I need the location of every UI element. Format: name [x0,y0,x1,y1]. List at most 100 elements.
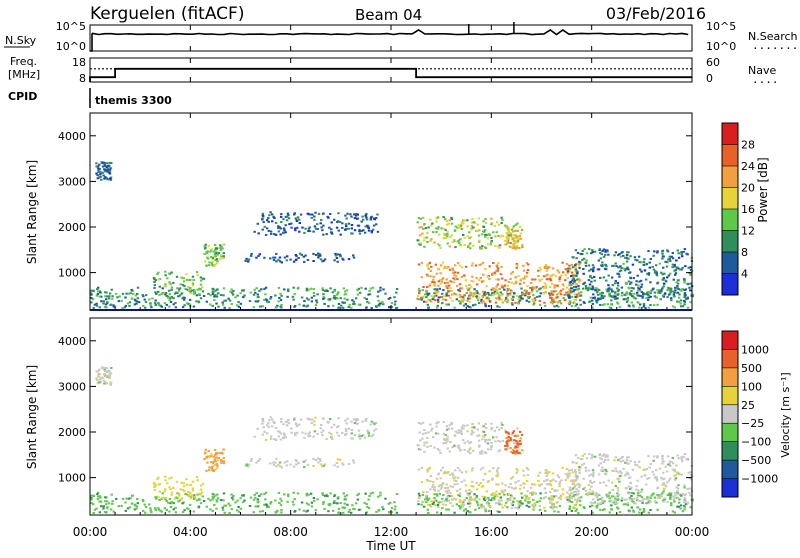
power-cell [629,255,632,258]
power-cell [638,306,641,309]
velocity-cell [538,485,542,487]
velocity-cell [516,507,520,510]
power-cell [95,172,98,175]
power-cell [297,257,300,259]
power-cell [287,217,291,220]
velocity-cell [293,418,296,421]
velocity-cell [635,488,638,491]
power-cell [681,305,685,308]
velocity-cell [426,508,429,511]
power-cell [104,303,108,306]
power-cell [432,231,435,234]
velocity-cell [614,497,617,500]
velocity-cell [683,500,686,503]
power-cell [606,303,609,306]
power-cell [538,266,542,269]
power-cell [507,237,510,240]
velocity-cell [365,503,368,506]
velocity-cell [103,382,106,385]
power-cell [493,290,497,293]
velocity-cell [591,504,594,507]
power-cell [185,273,188,276]
power-cell [203,253,206,255]
velocity-cell [437,506,440,508]
power-cell [317,212,321,215]
velocity-cell [389,501,392,504]
velocity-cell [655,501,658,504]
power-cell [161,287,164,290]
velocity-cell [106,375,109,378]
velocity-cell [458,495,462,498]
power-cell [525,262,529,265]
velocity-cell [379,491,382,494]
velocity-cell [280,420,283,423]
velocity-cell [435,493,438,496]
power-cell [521,294,524,297]
velocity-cell [108,370,111,373]
time-axis-label: Time UT [365,539,416,553]
power-cell [567,267,570,270]
power-cell [333,290,336,293]
velocity-cell [480,503,483,506]
velocity-cell [417,492,421,495]
power-cell [108,177,112,180]
velocity-cell [511,448,515,451]
power-cell [460,275,463,278]
power-cell [277,225,280,228]
power-cell [689,289,692,292]
power-cell [554,275,558,278]
power-cell [170,296,173,299]
power-cell [153,284,156,287]
velocity-cell [435,422,438,425]
velocity-cell [640,491,643,493]
power-cell [323,258,327,261]
power-cell [639,268,642,271]
power-cell [656,281,660,284]
velocity-cell [588,453,591,456]
power-cell [580,291,583,294]
velocity-cell [456,467,460,470]
power-cell [471,304,475,307]
power-cell [606,290,609,293]
velocity-cell [211,495,215,498]
velocity-cell [587,484,591,487]
velocity-cell [522,486,526,489]
velocity-cell [245,464,249,467]
power-cell [298,252,302,255]
power-cell [533,299,536,302]
power-cell [316,223,319,226]
power-cell [351,232,354,235]
power-cell [592,296,595,299]
velocity-cell [451,486,455,489]
power-cell [497,223,501,226]
power-cell [614,280,617,282]
power-cell [511,238,514,241]
power-cell [571,274,574,277]
power-cell [459,287,462,290]
power-cell [172,303,175,306]
power-cell [578,264,581,267]
power-cell [673,291,676,294]
velocity-cell [565,496,568,499]
power-cell [544,291,547,294]
velocity-cell [586,492,590,495]
velocity-cell [652,473,656,476]
velocity-cell [323,507,326,510]
power-cell [617,266,620,269]
power-cell [269,211,272,214]
power-cell [566,293,569,296]
velocity-cell [205,469,208,472]
velocity-cell [676,496,680,499]
power-cell [617,293,620,296]
power-cell [501,218,504,221]
power-cell [431,298,434,301]
power-cell [638,280,641,283]
power-cell [423,245,426,248]
power-cell [565,263,569,265]
power-cell [329,298,332,300]
velocity-cell [453,476,457,479]
power-cell [481,261,485,264]
power-cell [627,271,631,274]
velocity-cell [484,434,487,437]
power-cell [102,161,105,164]
